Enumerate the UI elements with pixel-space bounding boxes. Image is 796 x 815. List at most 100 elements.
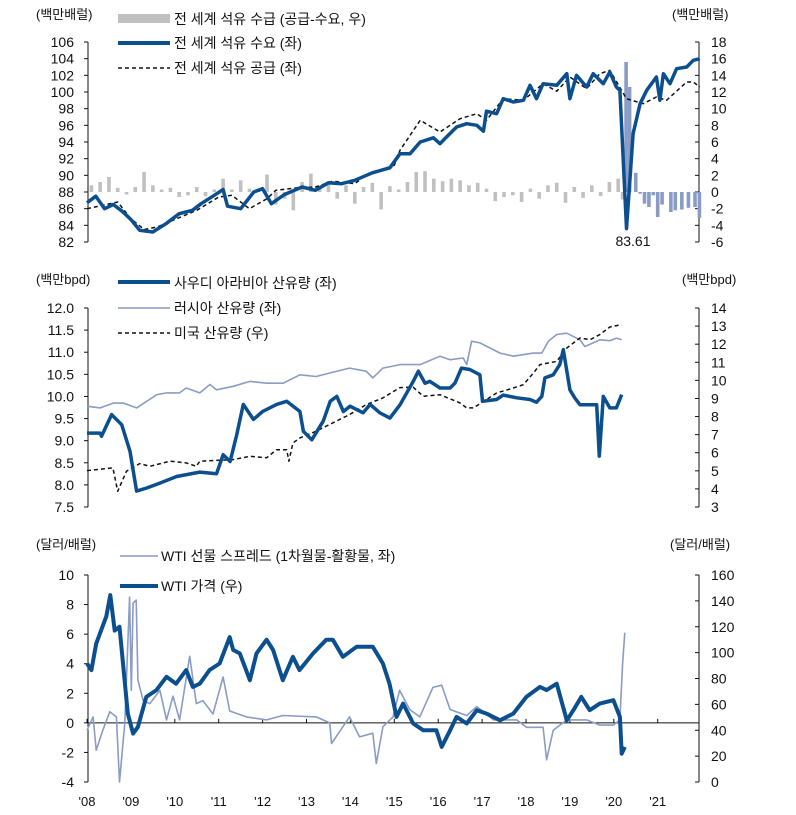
balance-bar xyxy=(519,192,524,202)
right-tick-label: 40 xyxy=(711,722,727,738)
right-tick-label: 4 xyxy=(711,481,719,497)
balance-bar xyxy=(177,192,181,197)
balance-bar xyxy=(379,192,383,210)
left-tick-label: 4 xyxy=(66,656,74,672)
series-line-1 xyxy=(85,593,627,756)
panel2-legend: 사우디 아라비아 산유량 (좌) 러시아 산유량 (좌) 미국 산유량 (우) xyxy=(118,275,337,341)
balance-bar xyxy=(655,192,660,217)
panel-oil-production: (백만bpd) (백만bpd) 사우디 아라비아 산유량 (좌) 러시아 산유량… xyxy=(36,272,736,515)
x-tick-label: '17 xyxy=(474,794,491,809)
balance-bar xyxy=(317,187,322,192)
panel3-legend: WTI 선물 스프레드 (1차월물-활황물, 좌) WTI 가격 (우) xyxy=(120,548,395,594)
right-tick-label: 16 xyxy=(711,51,727,67)
balance-bar xyxy=(673,192,678,211)
balance-bar xyxy=(142,172,146,192)
balance-bar xyxy=(537,192,541,199)
right-tick-label: 100 xyxy=(711,645,735,661)
left-tick-label: 88 xyxy=(58,184,74,200)
left-tick-label: 10.0 xyxy=(47,388,74,404)
left-tick-label: 102 xyxy=(51,67,75,83)
balance-bar xyxy=(686,192,691,208)
balance-bar xyxy=(344,185,348,192)
panel1-legend: 전 세계 석유 수급 (공급-수요, 우) 전 세계 석유 수요 (좌) 전 세… xyxy=(118,11,366,76)
balance-bar xyxy=(484,188,489,192)
panel-global-oil-balance: (백만배럴) (백만배럴) 전 세계 석유 수급 (공급-수요, 우) 전 세계… xyxy=(36,7,729,250)
legend-label-demand: 전 세계 석유 수요 (좌) xyxy=(174,35,302,51)
left-tick-label: 8.0 xyxy=(55,477,75,493)
balance-bar xyxy=(361,187,366,192)
x-tick-label: '14 xyxy=(342,794,359,809)
right-tick-label: 6 xyxy=(711,134,719,150)
right-tick-label: 13 xyxy=(711,318,727,334)
right-tick-label: 60 xyxy=(711,696,727,712)
balance-bar xyxy=(396,189,401,192)
right-tick-label: 10 xyxy=(711,101,727,117)
balance-bar xyxy=(326,183,331,192)
balance-bar xyxy=(212,189,217,192)
left-tick-label: 94 xyxy=(58,134,74,150)
x-tick-label: '13 xyxy=(298,794,315,809)
left-tick-label: 11.5 xyxy=(48,322,74,338)
x-tick-label: '12 xyxy=(254,794,271,809)
left-tick-label: 10.5 xyxy=(47,366,74,382)
right-tick-label: 8 xyxy=(711,117,719,133)
left-tick-label: 84 xyxy=(58,217,74,233)
panel-wti: (달러/배럴) (달러/배럴) WTI 선물 스프레드 (1차월물-활황물, 좌… xyxy=(36,537,735,809)
left-tick-label: 9.5 xyxy=(55,411,75,427)
x-tick-label: '20 xyxy=(605,794,622,809)
panel1-left-unit: (백만배럴) xyxy=(36,7,93,22)
right-tick-label: -4 xyxy=(711,217,724,233)
balance-bar xyxy=(624,62,628,192)
balance-bar xyxy=(458,180,462,192)
left-tick-label: 100 xyxy=(51,84,75,100)
balance-bar xyxy=(493,192,498,202)
left-tick-label: 104 xyxy=(51,51,75,67)
right-tick-label: 7 xyxy=(711,427,719,443)
panel3-right-unit: (달러/배럴) xyxy=(670,537,730,552)
right-tick-label: 9 xyxy=(711,390,719,406)
balance-bar xyxy=(546,185,550,192)
right-tick-label: -6 xyxy=(711,234,724,250)
series-line-1 xyxy=(86,332,622,409)
right-tick-label: 80 xyxy=(711,671,727,687)
series-line-0 xyxy=(87,347,624,493)
balance-bar xyxy=(660,192,664,205)
balance-bar xyxy=(616,178,620,192)
left-tick-label: 6 xyxy=(66,626,74,642)
balance-bar xyxy=(405,182,410,192)
legend-label-balance: 전 세계 석유 수급 (공급-수요, 우) xyxy=(174,11,366,27)
balance-bar xyxy=(440,181,445,192)
annotation-min-demand: 83.61 xyxy=(615,233,650,249)
x-axis: '08 '09 '10 '11 '12 '13 '14 '15 '16 '17 '18 '19 '20 '… xyxy=(79,794,667,809)
balance-bar xyxy=(388,186,392,192)
balance-bar xyxy=(133,187,138,192)
right-tick-label: 14 xyxy=(711,67,727,83)
balance-bar xyxy=(651,192,656,196)
balance-bar xyxy=(89,185,94,192)
balance-bar xyxy=(115,187,120,192)
balance-bar xyxy=(607,182,612,192)
x-tick-label: '16 xyxy=(430,794,447,809)
left-tick-label: 8 xyxy=(66,597,74,613)
series-line-0 xyxy=(86,596,626,783)
balance-bar xyxy=(265,174,269,192)
balance-bar xyxy=(352,192,357,204)
balance-bar xyxy=(309,173,313,192)
right-tick-label: 10 xyxy=(711,372,727,388)
right-tick-label: 12 xyxy=(711,336,727,352)
balance-bar xyxy=(221,178,225,192)
left-tick-label: 106 xyxy=(51,34,75,50)
balance-bar xyxy=(370,182,375,192)
left-tick-label: -2 xyxy=(62,744,75,760)
left-tick-label: 96 xyxy=(58,117,74,133)
balance-bar xyxy=(168,187,173,192)
right-tick-label: 160 xyxy=(711,567,735,583)
balance-bar xyxy=(335,192,340,199)
x-tick-label: '15 xyxy=(386,794,403,809)
balance-bar xyxy=(511,192,515,196)
balance-bar xyxy=(598,192,603,197)
balance-bar xyxy=(151,185,155,192)
left-tick-label: 11.0 xyxy=(48,344,74,360)
balance-bar xyxy=(581,192,585,198)
left-tick-label: 9.0 xyxy=(55,433,75,449)
